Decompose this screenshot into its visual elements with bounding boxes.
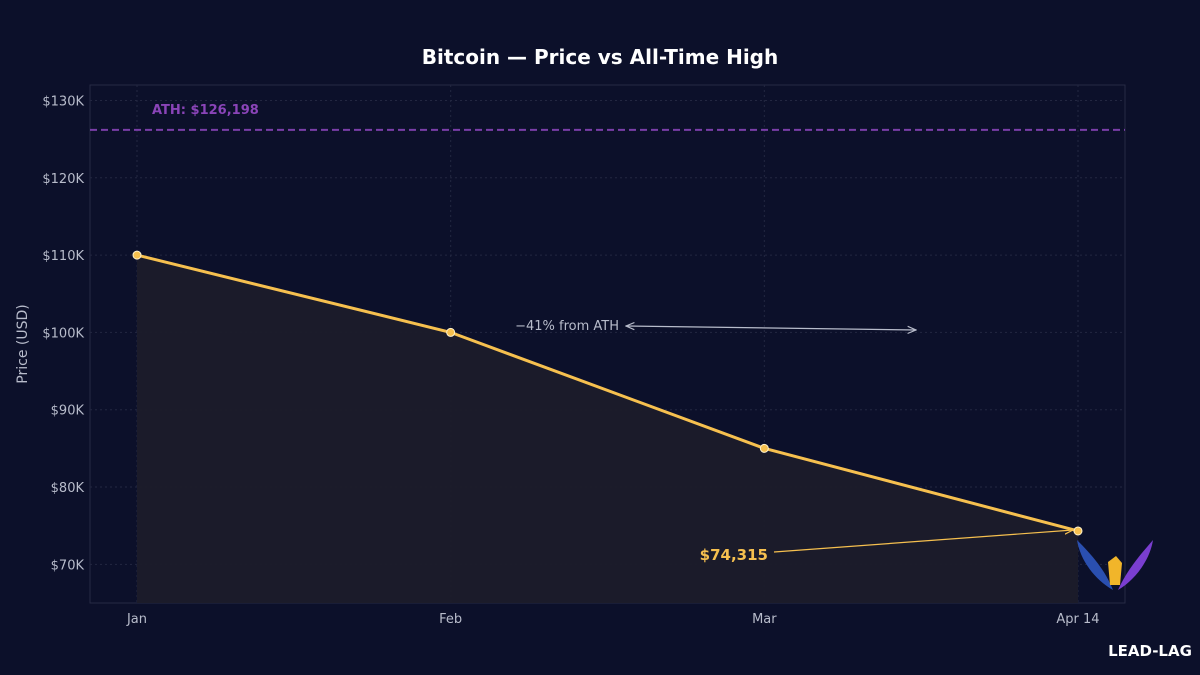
price-line [136,253,1079,533]
drawdown-annotation: −41% from ATH [515,319,619,334]
x-tick-label: Feb [439,612,462,627]
y-tick-label: $80K [51,481,85,496]
y-tick-label: $100K [42,326,84,341]
last-price-arrow [773,530,1073,553]
x-tick-label: Jan [126,612,147,627]
data-point [759,443,769,453]
data-point [132,250,142,260]
logo-text: LEAD-LAG [1108,642,1192,660]
y-axis-label: Price (USD) [15,304,31,383]
data-point [1073,526,1083,536]
y-tick-label: $120K [42,172,84,187]
drawdown-arrow [626,326,916,330]
chart-title: Bitcoin — Price vs All-Time High [422,45,779,69]
x-tick-label: Apr 14 [1056,612,1099,627]
x-tick-label: Mar [752,612,777,627]
y-tick-label: $90K [51,404,85,419]
data-point [446,327,456,337]
last-price-annotation: $74,315 [700,546,768,564]
ath-label: ATH: $126,198 [152,103,259,118]
area-fill [137,255,1078,604]
y-tick-label: $130K [42,94,84,109]
lead-lag-logo: LEAD-LAG [1077,540,1192,660]
y-tick-label: $70K [51,558,85,573]
y-tick-label: $110K [42,249,84,264]
